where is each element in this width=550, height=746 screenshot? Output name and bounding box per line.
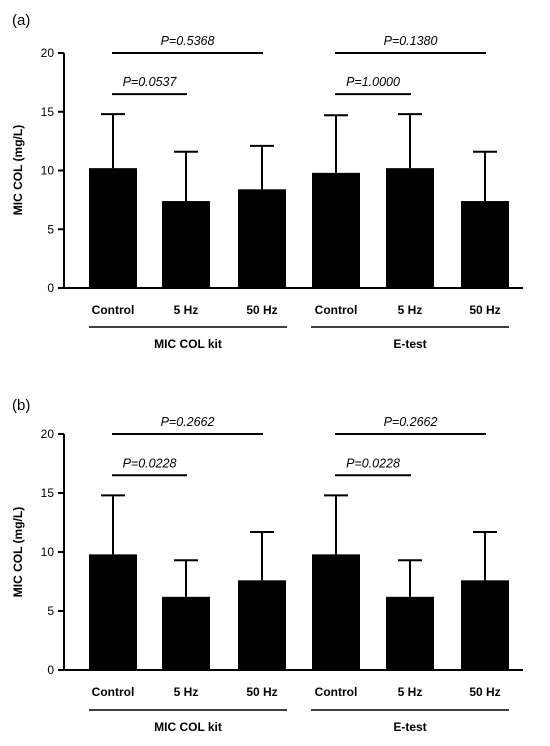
y-axis-label: MIC COL (mg/L) (11, 125, 25, 215)
p-value-label: P=0.5368 (161, 34, 215, 48)
category-label: 50 Hz (246, 685, 277, 699)
p-value-label: P=0.1380 (384, 34, 438, 48)
p-value-label: P=0.0228 (346, 456, 400, 470)
group-label: E-test (393, 720, 426, 734)
y-tick-label: 20 (41, 46, 55, 60)
category-label: 5 Hz (174, 303, 199, 317)
bar (89, 168, 137, 288)
bar (461, 580, 509, 670)
category-label: Control (92, 685, 135, 699)
y-tick-label: 15 (41, 105, 55, 119)
p-value-label: P=0.0537 (123, 75, 178, 89)
category-label: 5 Hz (398, 685, 423, 699)
bar-chart-b: 0 5 10 15 20 MIC COL (mg/L) Control 5 Hz 50 Hz Co… (11, 415, 523, 734)
bar (312, 554, 360, 670)
bar (162, 596, 210, 670)
panel-label: (a) (12, 12, 31, 29)
bar (89, 554, 137, 670)
category-label: Control (315, 303, 358, 317)
y-tick-label: 10 (41, 164, 55, 178)
group-label: E-test (393, 337, 426, 351)
p-value-label: P=0.2662 (384, 415, 438, 429)
y-tick-label: 0 (47, 663, 54, 677)
p-value-label: P=0.0228 (123, 456, 177, 470)
group-label: MIC COL kit (154, 720, 222, 734)
panel-label: (b) (12, 397, 31, 414)
category-label: 5 Hz (398, 303, 423, 317)
y-tick-label: 5 (47, 222, 54, 236)
p-value-label: P=0.2662 (161, 415, 215, 429)
y-tick-label: 20 (41, 427, 55, 441)
bar (386, 168, 434, 288)
bar (461, 201, 509, 288)
y-axis-label: MIC COL (mg/L) (11, 507, 25, 597)
category-label: Control (315, 685, 358, 699)
bar-chart-a: 0 5 10 15 20 MIC COL (mg/L) Control 5 Hz 50 Hz Co… (11, 34, 523, 351)
y-tick-label: 0 (47, 281, 54, 295)
y-tick-label: 10 (41, 545, 55, 559)
group-label: MIC COL kit (154, 337, 222, 351)
category-label: 50 Hz (469, 685, 500, 699)
bar (312, 172, 360, 288)
chart-panel-a: (a) 0 5 10 15 20 MIC COL (mg/L) Control 5 Hz 50 … (11, 12, 523, 351)
category-label: 5 Hz (174, 685, 199, 699)
y-tick-label: 5 (47, 604, 54, 618)
y-tick-label: 15 (41, 486, 55, 500)
bar (238, 189, 286, 288)
chart-panel-b: (b) 0 5 10 15 20 MIC COL (mg/L) Control 5 Hz 50 … (0, 373, 550, 746)
category-label: 50 Hz (246, 303, 277, 317)
p-value-label: P=1.0000 (346, 75, 400, 89)
bar (386, 596, 434, 670)
bar (238, 580, 286, 670)
bar (162, 201, 210, 288)
category-label: 50 Hz (469, 303, 500, 317)
category-label: Control (92, 303, 135, 317)
